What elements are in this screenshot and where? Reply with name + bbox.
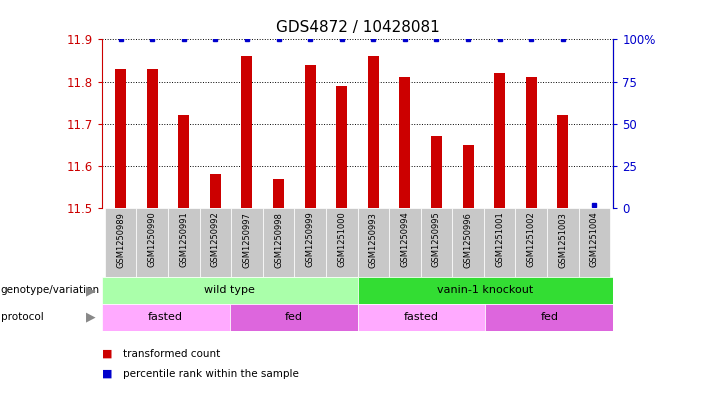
Text: fed: fed — [540, 312, 559, 322]
Text: GSM1250997: GSM1250997 — [243, 212, 252, 268]
Bar — [368, 56, 379, 208]
Text: fasted: fasted — [148, 312, 183, 322]
Bar — [578, 208, 610, 277]
Bar — [168, 208, 200, 277]
Bar — [358, 208, 389, 277]
Bar — [485, 304, 613, 331]
Bar — [147, 69, 158, 208]
Bar — [463, 145, 474, 208]
Bar — [326, 208, 358, 277]
Text: GSM1251002: GSM1251002 — [526, 212, 536, 268]
Bar — [484, 208, 515, 277]
Bar — [358, 304, 485, 331]
Text: transformed count: transformed count — [123, 349, 220, 359]
Bar — [294, 208, 326, 277]
Text: GSM1250992: GSM1250992 — [211, 212, 220, 268]
Bar — [452, 208, 484, 277]
Bar — [389, 208, 421, 277]
Bar — [178, 115, 189, 208]
Bar — [431, 136, 442, 208]
Bar — [358, 277, 613, 304]
Text: GSM1250995: GSM1250995 — [432, 212, 441, 268]
Text: GSM1250991: GSM1250991 — [179, 212, 189, 268]
Bar — [230, 304, 358, 331]
Text: GSM1251000: GSM1251000 — [337, 212, 346, 268]
Bar — [515, 208, 547, 277]
Text: ▶: ▶ — [86, 310, 96, 324]
Bar — [231, 208, 263, 277]
Bar — [137, 208, 168, 277]
Bar — [557, 115, 569, 208]
Text: wild type: wild type — [204, 285, 255, 296]
Text: GSM1250994: GSM1250994 — [400, 212, 409, 268]
Bar — [115, 69, 126, 208]
Text: protocol: protocol — [1, 312, 43, 322]
Text: fasted: fasted — [404, 312, 439, 322]
Text: GSM1251001: GSM1251001 — [495, 212, 504, 268]
Text: GSM1250989: GSM1250989 — [116, 212, 125, 268]
Text: percentile rank within the sample: percentile rank within the sample — [123, 369, 299, 379]
Bar — [102, 304, 230, 331]
Bar — [526, 77, 537, 208]
Text: ■: ■ — [102, 349, 112, 359]
Bar — [494, 73, 505, 208]
Text: GSM1251003: GSM1251003 — [558, 212, 567, 268]
Text: ■: ■ — [102, 369, 112, 379]
Bar — [400, 77, 410, 208]
Bar — [200, 208, 231, 277]
Bar — [210, 174, 221, 208]
Text: GSM1250993: GSM1250993 — [369, 212, 378, 268]
Title: GDS4872 / 10428081: GDS4872 / 10428081 — [275, 20, 440, 35]
Text: vanin-1 knockout: vanin-1 knockout — [437, 285, 533, 296]
Bar — [263, 208, 294, 277]
Bar — [273, 179, 284, 208]
Text: GSM1250996: GSM1250996 — [463, 212, 472, 268]
Bar — [305, 65, 315, 208]
Text: GSM1250998: GSM1250998 — [274, 212, 283, 268]
Bar — [336, 86, 347, 208]
Bar — [102, 277, 358, 304]
Text: genotype/variation: genotype/variation — [1, 285, 100, 296]
Text: GSM1250990: GSM1250990 — [148, 212, 157, 268]
Text: GSM1251004: GSM1251004 — [590, 212, 599, 268]
Text: ▶: ▶ — [86, 284, 96, 297]
Bar — [421, 208, 452, 277]
Bar — [241, 56, 252, 208]
Bar — [547, 208, 578, 277]
Text: fed: fed — [285, 312, 303, 322]
Text: GSM1250999: GSM1250999 — [306, 212, 315, 268]
Bar — [105, 208, 137, 277]
